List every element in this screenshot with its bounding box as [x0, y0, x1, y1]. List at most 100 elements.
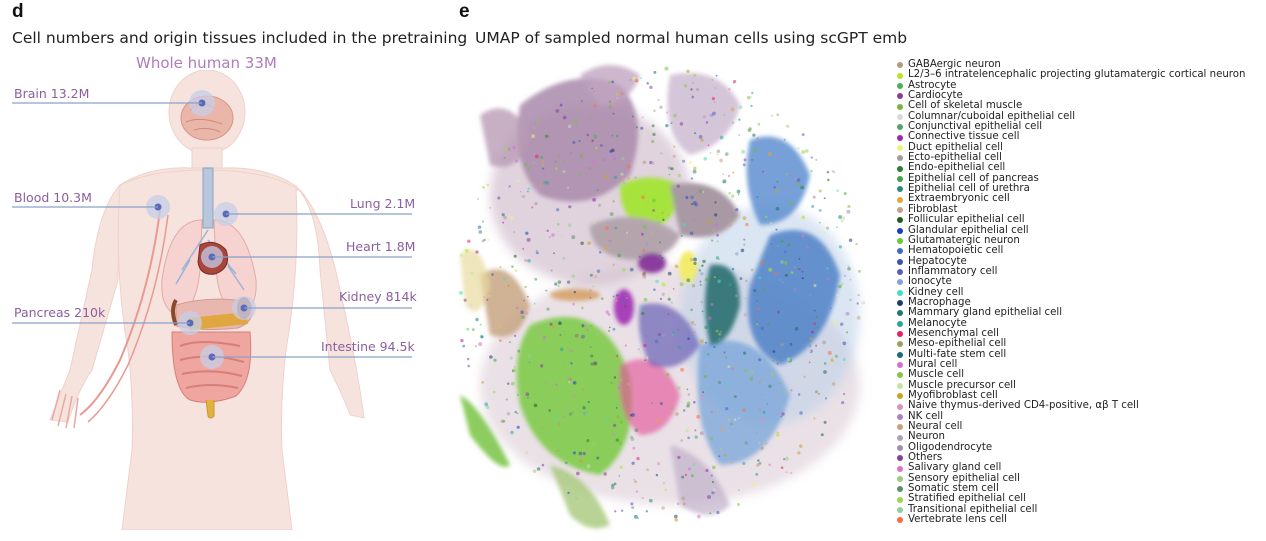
legend-swatch — [897, 310, 903, 317]
umap-scatter-plot — [459, 65, 866, 529]
legend-label: Neural cell — [908, 421, 963, 433]
legend-item: Mural cell — [897, 358, 1262, 370]
legend-swatch — [897, 134, 903, 141]
legend-swatch — [897, 289, 903, 296]
legend-item: Ionocyte — [897, 276, 1262, 288]
legend-label: Muscle cell — [908, 369, 965, 381]
legend-label: Vertebrate lens cell — [908, 514, 1007, 526]
legend-swatch — [897, 331, 903, 338]
legend-label: Oligodendrocyte — [908, 441, 993, 453]
legend-label: Mural cell — [908, 358, 958, 370]
legend-item: Cardiocyte — [897, 90, 1262, 102]
right-arm-shape — [118, 167, 365, 419]
panel-d-letter: d — [12, 1, 24, 22]
legend-label: Duct epithelial cell — [908, 141, 1003, 153]
legend-swatch — [897, 424, 903, 431]
legend-swatch — [897, 238, 903, 245]
legend-label: Conjunctival epithelial cell — [908, 121, 1043, 133]
legend-label: Cardiocyte — [908, 90, 963, 102]
legend-item: Melanocyte — [897, 317, 1262, 329]
legend-swatch — [897, 248, 903, 255]
legend-item: Duct epithelial cell — [897, 141, 1262, 153]
legend-swatch — [897, 279, 903, 286]
legend-item: Epithelial cell of pancreas — [897, 172, 1262, 184]
legend-swatch — [897, 82, 903, 89]
legend-swatch — [897, 206, 903, 213]
legend-item: Mammary gland epithelial cell — [897, 307, 1262, 318]
legend-label: Meso-epithelial cell — [908, 338, 1007, 350]
whole-human-label: Whole human 33M — [136, 54, 277, 72]
legend-swatch — [897, 351, 903, 358]
legend-label: Naive thymus-derived CD4-positive, αβ T … — [908, 400, 1139, 412]
legend-label: GABAergic neuron — [908, 59, 1001, 70]
legend-item: Conjunctival epithelial cell — [897, 121, 1262, 133]
umap-speckles — [459, 66, 866, 522]
legend-swatch — [897, 341, 903, 348]
legend-label: Inflammatory cell — [908, 265, 998, 277]
legend-item: Others — [897, 452, 1262, 463]
legend-label: Ecto-epithelial cell — [908, 152, 1002, 164]
legend-item: Myofibroblast cell — [897, 390, 1262, 401]
legend-swatch — [897, 155, 903, 162]
legend-item: Epithelial cell of urethra — [897, 183, 1262, 194]
legend-item: Follicular epithelial cell — [897, 214, 1262, 225]
legend-label: Mesenchymal cell — [908, 327, 999, 339]
legend-label: Epithelial cell of pancreas — [908, 172, 1039, 184]
legend-swatch — [897, 93, 903, 100]
legend-label: Connective tissue cell — [908, 131, 1020, 143]
legend-item: Muscle cell — [897, 369, 1262, 381]
legend-item: Hepatocyte — [897, 255, 1262, 267]
legend-label: Myofibroblast cell — [908, 390, 998, 401]
legend-swatch — [897, 300, 903, 307]
legend-label: Sensory epithelial cell — [908, 472, 1020, 484]
legend-item: Glutamatergic neuron — [897, 235, 1262, 246]
lung-label: Lung 2.1M — [350, 196, 416, 211]
intestine-label: Intestine 94.5k — [321, 339, 415, 354]
trachea — [202, 167, 214, 229]
legend-swatch — [897, 175, 903, 182]
legend-label: Endo-epithelial cell — [908, 162, 1006, 174]
pancreas-organ — [188, 312, 248, 330]
legend-label: Melanocyte — [908, 317, 967, 329]
legend-item: Columnar/cuboidal epithelial cell — [897, 111, 1262, 122]
legend-item: Hematopoietic cell — [897, 245, 1262, 257]
legend-label: Stratified epithelial cell — [908, 493, 1026, 505]
legend-item: Extraembryonic cell — [897, 194, 1262, 204]
legend-swatch — [897, 144, 903, 151]
legend-label: Cell of skeletal muscle — [908, 100, 1023, 112]
legend-item: Oligodendrocyte — [897, 441, 1262, 453]
legend-label: Ionocyte — [908, 276, 952, 288]
legend-swatch — [897, 196, 903, 203]
legend-swatch — [897, 62, 903, 69]
legend-swatch — [897, 186, 903, 193]
legend-swatch — [897, 455, 903, 462]
legend-item: Cell of skeletal muscle — [897, 101, 1262, 111]
legend-item: Mesenchymal cell — [897, 327, 1262, 339]
left-arm-shape — [49, 183, 121, 423]
legend-swatch — [897, 217, 903, 224]
cell-type-legend: GABAergic neuron L2/3–6 intratelencephali… — [897, 59, 1262, 526]
legend-swatch — [897, 165, 903, 172]
legend-item: Neural cell — [897, 421, 1262, 433]
legend-label: Macrophage — [908, 296, 971, 308]
legend-label: Hematopoietic cell — [908, 245, 1004, 257]
legend-label: Extraembryonic cell — [908, 193, 1010, 205]
legend-label: Kidney cell — [908, 286, 964, 298]
legend-item: Macrophage — [897, 296, 1262, 308]
legend-item: Glandular epithelial cell — [897, 225, 1262, 236]
legend-item: Endo-epithelial cell — [897, 163, 1262, 173]
legend-label: Hepatocyte — [908, 255, 967, 267]
legend-label: Muscle precursor cell — [908, 379, 1016, 391]
panel-d-title: Cell numbers and origin tissues included… — [12, 29, 468, 47]
legend-swatch — [897, 113, 903, 120]
blood-vessel-arm — [79, 209, 161, 416]
legend-item: Inflammatory cell — [897, 265, 1262, 277]
legend-swatch — [897, 103, 903, 110]
legend-swatch — [897, 320, 903, 327]
legend-label: L2/3–6 intratelencephalic projecting glu… — [908, 69, 1246, 81]
legend-swatch — [897, 506, 903, 513]
legend-swatch — [897, 486, 903, 493]
legend-swatch — [897, 403, 903, 410]
leader-lines — [12, 102, 412, 358]
legend-label: Astrocyte — [908, 79, 957, 91]
